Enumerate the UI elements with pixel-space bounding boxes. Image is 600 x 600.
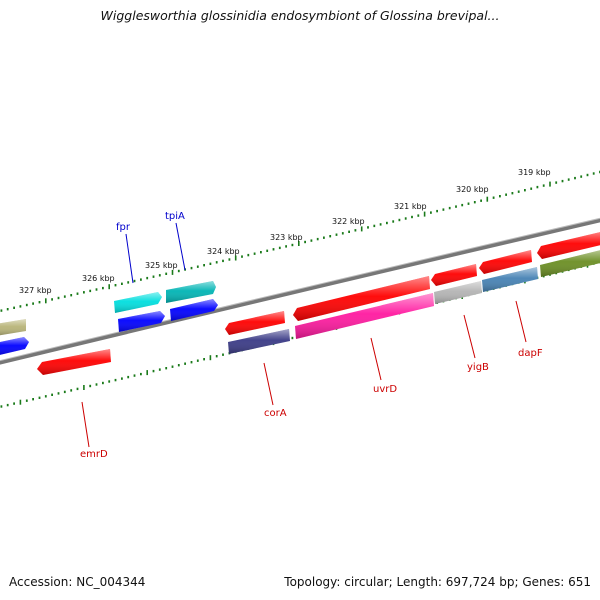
scale-label-324: 324 kbp [207,247,240,256]
gene-blue-left[interactable] [0,337,29,356]
gene-label-tpiA[interactable]: tpiA [165,211,185,222]
scale-label-326: 326 kbp [82,274,115,283]
scale-label-325: 325 kbp [145,261,178,270]
gene-fpr[interactable] [114,292,162,313]
gene-red-right[interactable] [537,231,600,259]
gene-tpiA[interactable] [166,281,216,303]
gene-emrD[interactable] [37,349,111,375]
genome-backbone [0,218,600,365]
gene-silver[interactable] [434,281,482,304]
gene-uvrD[interactable] [293,276,430,321]
scale-label-319: 319 kbp [518,168,551,177]
gene-label-yigB[interactable]: yigB [467,362,489,373]
genome-backbone-highlight [0,217,600,362]
gene-navy[interactable] [228,329,290,354]
scale-labels: 319 kbp 320 kbp 321 kbp 322 kbp 323 kbp … [19,168,551,295]
gene-label-uvrD[interactable]: uvrD [373,384,397,395]
gene-label-emrD[interactable]: emrD [80,449,108,460]
scale-label-327: 327 kbp [19,286,52,295]
accession-label: Accession: NC_004344 [9,575,146,589]
gene-magenta[interactable] [295,293,434,339]
gene-olive[interactable] [540,249,600,277]
gene-yigB[interactable] [431,264,477,286]
gene-labels: fpr tpiA emrD corA uvrD yigB dapF [80,211,543,460]
scale-ticks-outer [0,170,600,312]
genome-summary: Topology: circular; Length: 697,724 bp; … [284,575,591,589]
scale-label-320: 320 kbp [456,185,489,194]
gene-label-corA[interactable]: corA [264,408,287,419]
gene-dapF[interactable] [479,250,532,274]
gene-khaki[interactable] [0,319,26,336]
gene-label-fpr[interactable]: fpr [116,222,131,233]
gene-steel[interactable] [482,267,538,292]
gene-label-lines [81,222,527,448]
scale-label-322: 322 kbp [332,217,365,226]
scale-label-323: 323 kbp [270,233,303,242]
gene-label-dapF[interactable]: dapF [518,348,543,359]
gene-blue-1[interactable] [118,311,165,332]
map-title: Wigglesworthia glossinidia endosymbiont … [100,8,500,23]
gene-corA[interactable] [225,311,285,335]
scale-label-321: 321 kbp [394,202,427,211]
gene-blue-2[interactable] [170,299,218,321]
